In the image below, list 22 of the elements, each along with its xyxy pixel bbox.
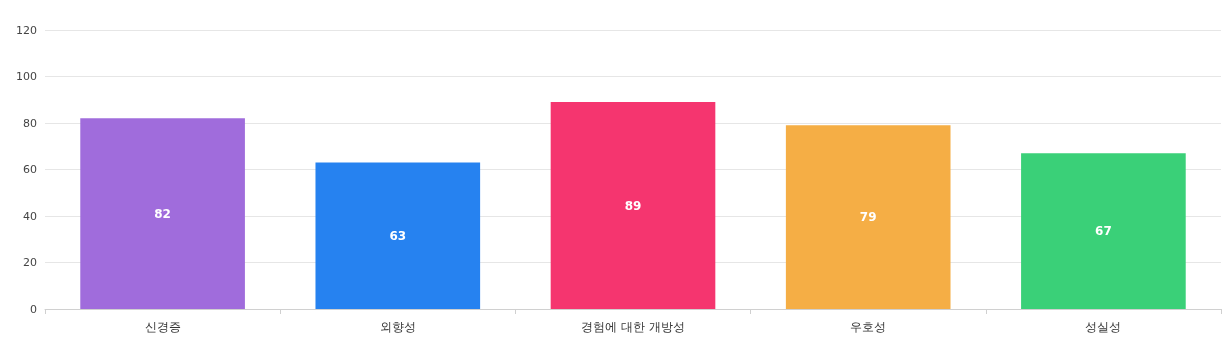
y-tick-label: 0 (30, 302, 37, 316)
bar (550, 102, 716, 309)
x-tick-label: 경험에 대한 개방성 (581, 320, 685, 334)
y-tick-label: 100 (16, 70, 37, 83)
y-tick-label: 60 (23, 163, 37, 176)
y-tick-label: 80 (23, 116, 37, 130)
y-tick-label: 40 (23, 209, 37, 223)
data-label: 89 (624, 198, 642, 213)
x-tick-label: 성실성 (1085, 320, 1122, 334)
x-tick-label: 신경증 (144, 320, 181, 334)
x-tick-label: 외향성 (379, 320, 416, 334)
data-label: 67 (1095, 224, 1112, 239)
data-label: 82 (154, 206, 171, 221)
data-label: 63 (389, 228, 407, 243)
data-label: 79 (859, 210, 877, 225)
x-tick-label: 우호성 (850, 320, 887, 334)
bar (1021, 153, 1186, 309)
bar (785, 125, 951, 309)
bar (315, 162, 481, 309)
y-tick-label: 120 (16, 23, 37, 37)
bar (80, 118, 245, 309)
y-tick-label: 20 (23, 256, 37, 269)
